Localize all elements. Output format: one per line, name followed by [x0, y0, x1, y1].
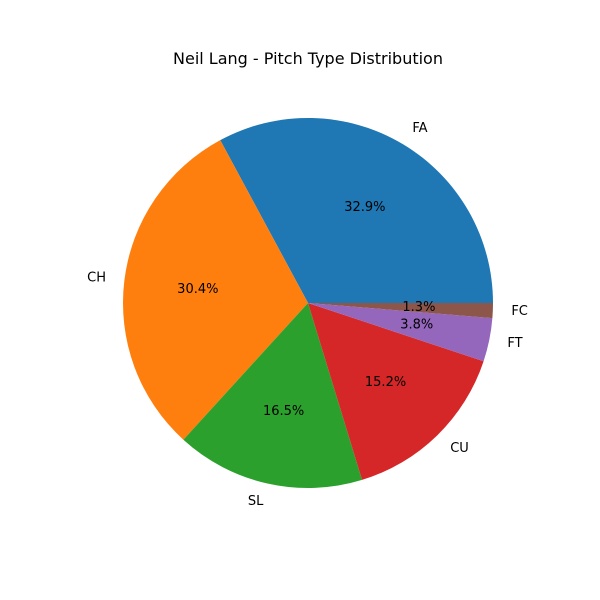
slice-label-ft: FT — [507, 336, 522, 351]
pie-labels: FA 32.9% CH 30.4% SL 16.5% CU 15.2% FT 3.8% FC 1.3% — [87, 121, 528, 509]
pct-label-ch: 30.4% — [177, 282, 218, 297]
slice-label-fc: FC — [511, 304, 528, 319]
slice-label-ch: CH — [87, 271, 106, 286]
pie-slice-ft — [308, 303, 493, 362]
pct-label-fa: 32.9% — [344, 200, 385, 215]
pie-slice-fa — [220, 117, 494, 303]
pct-label-cu: 15.2% — [365, 375, 406, 390]
pct-label-sl: 16.5% — [263, 404, 304, 419]
pct-label-ft: 3.8% — [400, 318, 433, 333]
pie-slice-cu — [308, 303, 484, 480]
pie-slices — [122, 117, 494, 488]
pct-label-fc: 1.3% — [402, 300, 435, 315]
pie-slice-fc — [308, 303, 493, 319]
pie-slice-ch — [122, 140, 308, 440]
pie-slice-sl — [183, 303, 363, 488]
chart-title: Neil Lang - Pitch Type Distribution — [173, 49, 443, 68]
slice-label-fa: FA — [412, 121, 427, 136]
slice-label-sl: SL — [248, 494, 264, 509]
slice-label-cu: CU — [450, 441, 469, 456]
